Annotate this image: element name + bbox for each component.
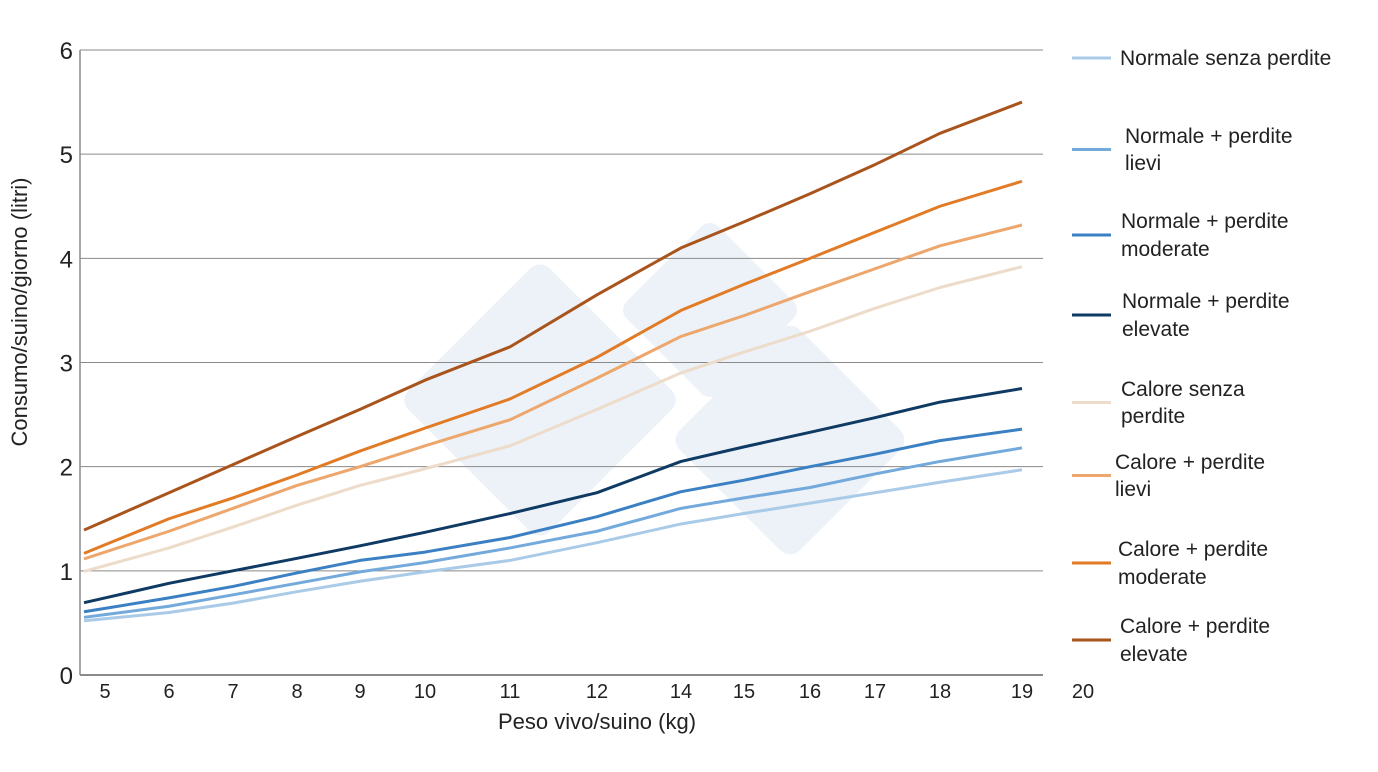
legend-label: Normale + perdite lievi: [1125, 125, 1293, 175]
x-tick-label: 17: [864, 681, 886, 703]
legend-label: Normale senza perdite: [1120, 47, 1331, 70]
x-tick-label: 7: [227, 681, 238, 703]
y-tick-label: 0: [60, 663, 73, 690]
x-axis-label: Peso vivo/suino (kg): [498, 709, 696, 734]
x-tick-label: 9: [354, 681, 365, 703]
series-line-3: [83, 387, 1023, 605]
y-tick-label: 1: [60, 559, 73, 586]
watermark-logo: [404, 223, 905, 555]
legend-item: Normale + perdite moderate: [1072, 210, 1289, 261]
x-tick-label: 16: [799, 681, 821, 703]
legend: Normale senza perdite Normale + perdite li…: [1072, 47, 1331, 666]
legend-label: Calore senza perdite: [1121, 378, 1245, 428]
axes: [79, 50, 1043, 676]
x-tick-label: 15: [733, 681, 755, 703]
legend-item: Normale + perdite lievi: [1072, 125, 1293, 175]
x-tick-label: 12: [586, 681, 608, 703]
series-line-4: [83, 265, 1023, 573]
legend-item: Calore + perdite lievi: [1072, 451, 1265, 501]
x-tick-label: 11: [500, 681, 521, 703]
x-tick-label: 8: [291, 681, 302, 703]
series-lines: [83, 100, 1023, 623]
y-tick-label: 6: [60, 38, 73, 65]
x-tick-label: 10: [414, 681, 436, 703]
y-tick-label: 5: [60, 142, 73, 169]
legend-item: Calore senza perdite: [1072, 378, 1245, 428]
x-tick-label: 6: [163, 681, 174, 703]
x-tick-label: 14: [670, 681, 692, 703]
y-tick-label: 4: [60, 246, 73, 273]
legend-label: Normale + perdite moderate: [1121, 210, 1289, 261]
legend-label: Calore + perdite moderate: [1118, 538, 1268, 589]
legend-label: Normale + perdite elevate: [1122, 290, 1290, 341]
legend-item: Calore + perdite elevate: [1072, 615, 1270, 666]
legend-label: Calore + perdite lievi: [1115, 451, 1265, 501]
x-tick-label: 18: [929, 681, 951, 703]
series-line-7: [83, 100, 1023, 532]
x-tick-label: 5: [99, 681, 110, 703]
x-tick-label: 20: [1072, 681, 1094, 703]
y-tick-label: 2: [60, 455, 73, 482]
series-line-6: [83, 179, 1023, 555]
legend-item: Normale + perdite elevate: [1072, 290, 1290, 341]
series-line-0: [83, 468, 1023, 623]
legend-label: Calore + perdite elevate: [1120, 615, 1270, 666]
series-line-5: [83, 223, 1023, 561]
legend-item: Calore + perdite moderate: [1072, 538, 1268, 589]
y-axis-label: Consumo/suino/giorno (litri): [7, 178, 32, 447]
y-tick-label: 3: [60, 351, 73, 378]
x-tick-label: 19: [1011, 681, 1033, 703]
legend-item: Normale senza perdite: [1072, 47, 1331, 70]
series-line-2: [83, 427, 1023, 614]
series-line-1: [83, 446, 1023, 619]
